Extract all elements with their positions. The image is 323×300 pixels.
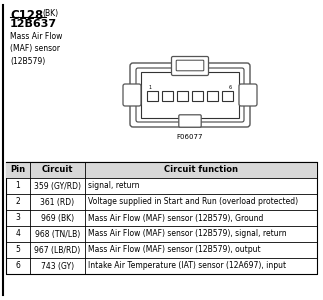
Text: signal, return: signal, return [88,182,140,190]
Text: 1: 1 [16,182,20,190]
Text: F06077: F06077 [177,134,203,140]
Bar [6,162,317,274]
Text: Intake Air Temperature (IAT) sensor (12A697), input: Intake Air Temperature (IAT) sensor (12A… [88,262,286,271]
Bar [177,91,188,101]
FancyBboxPatch shape [179,115,201,127]
FancyBboxPatch shape [136,68,244,122]
Text: (BK): (BK) [42,9,58,18]
Text: 6: 6 [229,85,232,90]
Bar [207,91,218,101]
Text: 3: 3 [16,214,20,223]
Text: 6: 6 [16,262,20,271]
FancyBboxPatch shape [176,60,204,71]
Bar [141,72,239,118]
Text: 969 (BK): 969 (BK) [41,214,74,223]
Text: 2: 2 [16,197,20,206]
Text: 968 (TN/LB): 968 (TN/LB) [35,230,80,238]
Bar [192,91,203,101]
Text: 1: 1 [148,85,151,90]
FancyBboxPatch shape [239,84,257,106]
Text: Pin: Pin [10,166,26,175]
Text: 361 (RD): 361 (RD) [40,197,75,206]
Bar [147,91,158,101]
Bar [162,91,173,101]
Text: Voltage supplied in Start and Run (overload protected): Voltage supplied in Start and Run (overl… [88,197,298,206]
FancyBboxPatch shape [172,56,209,76]
Text: Circuit: Circuit [42,166,73,175]
Text: Mass Air Flow (MAF) sensor (12B579), Ground: Mass Air Flow (MAF) sensor (12B579), Gro… [88,214,263,223]
Bar [6,162,317,178]
Text: 359 (GY/RD): 359 (GY/RD) [34,182,81,190]
Text: 743 (GY): 743 (GY) [41,262,74,271]
FancyBboxPatch shape [130,63,250,127]
Text: 967 (LB/RD): 967 (LB/RD) [34,245,81,254]
Text: C128: C128 [10,9,43,22]
Text: 5: 5 [16,245,20,254]
Text: Mass Air Flow (MAF) sensor (12B579), output: Mass Air Flow (MAF) sensor (12B579), out… [88,245,261,254]
Text: Mass Air Flow (MAF) sensor (12B579), signal, return: Mass Air Flow (MAF) sensor (12B579), sig… [88,230,287,238]
Text: 12B637: 12B637 [10,19,57,29]
Text: Circuit function: Circuit function [164,166,238,175]
FancyBboxPatch shape [123,84,141,106]
Text: 4: 4 [16,230,20,238]
Text: Mass Air Flow
(MAF) sensor
(12B579): Mass Air Flow (MAF) sensor (12B579) [10,32,62,66]
Bar [222,91,233,101]
